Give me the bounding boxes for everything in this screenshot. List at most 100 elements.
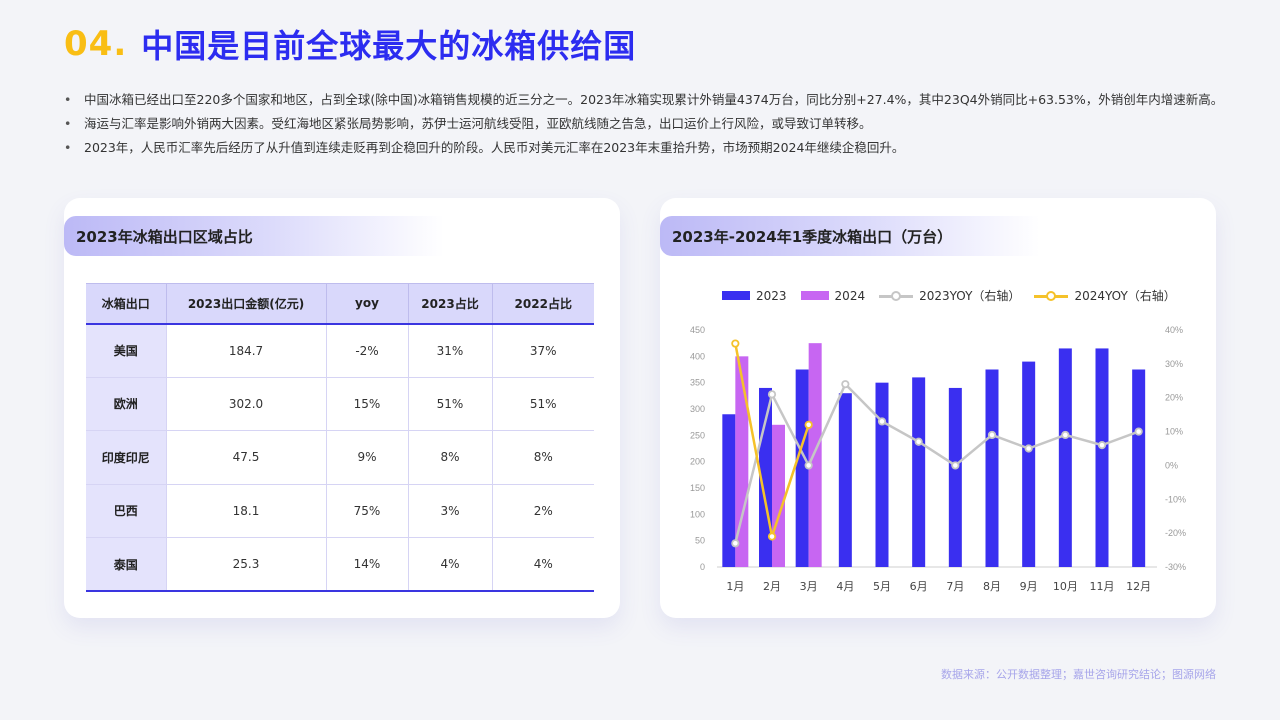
x-tick-label: 4月 xyxy=(836,580,854,593)
table-cell: 8% xyxy=(491,430,594,485)
table-cell: 9% xyxy=(325,430,409,485)
column-header: 2023出口金额(亿元) xyxy=(165,283,327,325)
bar-2023 xyxy=(985,369,999,567)
bar-2023 xyxy=(875,382,889,567)
export-region-card-title: 2023年冰箱出口区域占比 xyxy=(64,216,444,256)
y-tick-label: 0 xyxy=(700,562,705,572)
export-combo-chart: 0 50 100 150 200 250 300 350 400 450 -30% -20% -10% 0… xyxy=(690,325,1186,593)
legend-item: 2024 xyxy=(800,288,866,303)
yoy-2024-point xyxy=(804,420,813,429)
legend-swatch-2023yoy xyxy=(879,290,914,301)
yoy-2023-point xyxy=(804,461,813,470)
bar-2023 xyxy=(1095,348,1109,567)
bar-2023 xyxy=(795,369,809,567)
row-label: 印度印尼 xyxy=(86,430,167,485)
bullet-item: 中国冰箱已经出口至220多个国家和地区，占到全球(除中国)冰箱销售规模的近三分之… xyxy=(64,88,1224,112)
row-label: 泰国 xyxy=(86,537,167,592)
y2-tick-label: -20% xyxy=(1165,528,1186,538)
legend-label: 2024 xyxy=(834,288,866,303)
x-tick-label: 3月 xyxy=(800,580,818,593)
legend-label: 2024YOY（右轴） xyxy=(1074,289,1176,303)
bar-2024 xyxy=(735,356,749,567)
legend-item: 2023YOY（右轴） xyxy=(879,287,1020,304)
x-tick-label: 6月 xyxy=(910,580,928,593)
y-tick-label: 50 xyxy=(695,536,705,546)
section-number: 04. xyxy=(64,24,128,64)
table-cell: 37% xyxy=(491,323,594,378)
x-tick-label: 7月 xyxy=(946,580,964,593)
column-header: 冰箱出口 xyxy=(86,283,167,325)
table-cell: 184.7 xyxy=(165,323,327,378)
table-cell: 51% xyxy=(491,376,594,431)
table-cell: 25.3 xyxy=(165,537,327,592)
bar-2023 xyxy=(1058,348,1072,567)
bullet-item: 2023年，人民币汇率先后经历了从升值到连续走贬再到企稳回升的阶段。人民币对美元… xyxy=(64,136,1224,160)
x-tick-label: 11月 xyxy=(1090,580,1115,593)
y2-tick-label: 0% xyxy=(1165,460,1178,470)
x-tick-label: 1月 xyxy=(726,580,744,593)
table-row: 巴西 18.1 75% 3% 2% xyxy=(86,483,594,538)
table-cell: 2% xyxy=(491,483,594,538)
export-region-table: 冰箱出口 2023出口金额(亿元) yoy 2023占比 2022占比 美国 1… xyxy=(86,283,594,592)
yoy-2023-point xyxy=(1097,441,1107,450)
table-cell: 4% xyxy=(491,537,594,592)
page-title: 04. 中国是目前全球最大的冰箱供给国 xyxy=(64,22,636,66)
export-region-card: 2023年冰箱出口区域占比 冰箱出口 2023出口金额(亿元) yoy 2023… xyxy=(64,198,620,618)
export-chart-card: 2023年-2024年1季度冰箱出口（万台） 2023 2024 2023YOY… xyxy=(660,198,1216,618)
yoy-2023-point xyxy=(767,390,777,399)
x-tick-label: 10月 xyxy=(1053,580,1078,593)
column-header: 2022占比 xyxy=(491,283,594,325)
table-cell: 8% xyxy=(407,430,493,485)
x-tick-label: 5月 xyxy=(873,580,891,593)
table-cell: 3% xyxy=(407,483,493,538)
table-row: 印度印尼 47.5 9% 8% 8% xyxy=(86,430,594,485)
y2-tick-label: -30% xyxy=(1165,562,1186,572)
legend-label: 2023YOY（右轴） xyxy=(919,289,1021,303)
yoy-2023-point xyxy=(951,461,960,470)
table-row: 美国 184.7 -2% 31% 37% xyxy=(86,323,594,378)
bar-2024 xyxy=(808,343,822,567)
legend-swatch-2024yoy xyxy=(1034,290,1069,301)
y-tick-label: 350 xyxy=(690,378,705,388)
legend-item: 2023 xyxy=(722,289,787,303)
table-cell: 47.5 xyxy=(165,430,327,485)
x-tick-label: 9月 xyxy=(1020,580,1038,593)
row-label: 美国 xyxy=(86,323,167,378)
table-cell: 15% xyxy=(325,376,409,431)
yoy-2023-point xyxy=(731,539,740,548)
table-row: 欧洲 302.0 15% 51% 51% xyxy=(86,376,594,431)
table-cell: 31% xyxy=(407,323,493,378)
bar-2024 xyxy=(772,424,785,567)
y-tick-label: 300 xyxy=(690,404,705,414)
table-cell: 18.1 xyxy=(165,483,327,538)
yoy-2023-point xyxy=(1134,427,1143,436)
table-cell: 14% xyxy=(325,537,409,592)
row-label: 欧洲 xyxy=(86,376,167,431)
table-cell: 4% xyxy=(407,537,493,592)
table-cell: 75% xyxy=(325,483,409,538)
bar-2023 xyxy=(948,387,962,567)
yoy-2023-point xyxy=(987,430,997,440)
y-tick-label: 100 xyxy=(690,509,705,519)
legend-label: 2023 xyxy=(756,288,787,303)
table-header-row: 冰箱出口 2023出口金额(亿元) yoy 2023占比 2022占比 xyxy=(86,283,594,325)
table-cell: 51% xyxy=(407,376,493,431)
data-source-note: 数据来源：公开数据整理；嘉世咨询研究结论；图源网络 xyxy=(941,668,1216,681)
y2-tick-label: -10% xyxy=(1165,494,1186,504)
bar-2023 xyxy=(1022,361,1036,567)
yoy-2023-point xyxy=(914,437,923,446)
y2-tick-label: 40% xyxy=(1165,325,1183,335)
y-tick-label: 450 xyxy=(690,325,705,335)
bullet-item: 海运与汇率是影响外销两大因素。受红海地区紧张局势影响，苏伊士运河航线受阻，亚欧航… xyxy=(64,112,1224,136)
y-tick-label: 150 xyxy=(690,483,705,493)
yoy-2024-point xyxy=(731,339,740,348)
bar-2023 xyxy=(1132,369,1146,567)
yoy-2023-line xyxy=(734,382,1140,544)
bullet-list: 中国冰箱已经出口至220多个国家和地区，占到全球(除中国)冰箱销售规模的近三分之… xyxy=(64,88,1224,160)
y2-tick-label: 10% xyxy=(1165,427,1183,437)
bar-2023 xyxy=(838,393,852,567)
bar-2023 xyxy=(912,377,926,567)
column-header: yoy xyxy=(325,283,409,325)
column-header: 2023占比 xyxy=(407,283,493,325)
yoy-2023-point xyxy=(1024,444,1033,453)
